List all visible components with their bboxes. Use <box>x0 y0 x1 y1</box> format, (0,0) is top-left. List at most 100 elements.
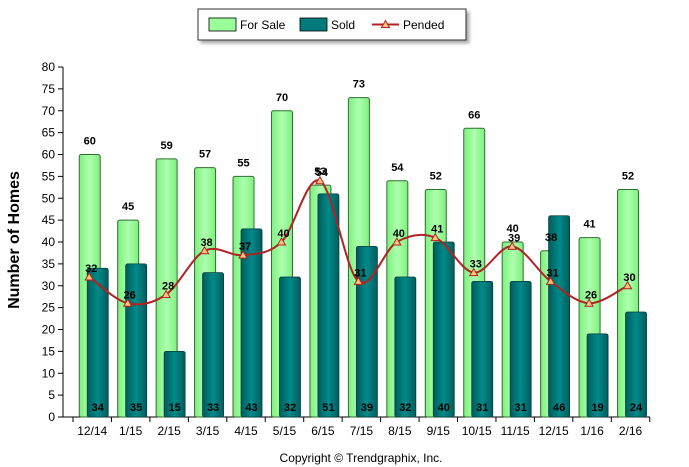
pended-marker <box>353 276 364 285</box>
pended-value-label: 26 <box>124 289 136 301</box>
sold-value-label: 32 <box>284 402 296 414</box>
pended-value-label: 31 <box>354 267 366 279</box>
sold-bar <box>163 350 186 418</box>
x-tick-label: 1/15 <box>119 424 143 438</box>
sold-value-label: 34 <box>92 402 105 414</box>
x-tick-label: 3/15 <box>196 424 220 438</box>
pended-marker <box>545 276 556 285</box>
x-tick-label: 1/16 <box>580 424 604 438</box>
pended-value-label: 26 <box>585 289 597 301</box>
x-tick-label: 10/15 <box>462 424 492 438</box>
sold-value-label: 39 <box>361 402 373 414</box>
pended-marker <box>507 241 518 250</box>
y-tick-label: 70 <box>42 104 56 118</box>
legend-label-for-sale: For Sale <box>240 18 286 32</box>
sold-bar <box>586 333 609 418</box>
sold-value-label: 51 <box>322 402 334 414</box>
pended-value-label: 31 <box>547 267 559 279</box>
legend-marker-pended <box>380 19 391 28</box>
copyright-text: Copyright © Trendgraphix, Inc. <box>280 451 443 465</box>
for-sale-value-label: 52 <box>622 171 634 183</box>
y-tick-label: 45 <box>42 213 56 227</box>
pended-marker <box>391 236 402 246</box>
pended-value-label: 28 <box>162 281 174 293</box>
pended-value-label: 37 <box>239 241 251 253</box>
sold-bar <box>125 263 148 418</box>
pended-value-label: 32 <box>85 263 97 275</box>
sold-bar <box>548 215 571 418</box>
pended-value-label: 33 <box>470 259 482 271</box>
y-tick-label: 80 <box>42 60 56 74</box>
y-axis-label: Number of Homes <box>6 171 23 309</box>
sold-bars <box>86 193 647 418</box>
sold-bar <box>240 228 263 418</box>
pended-value-label: 41 <box>431 224 443 236</box>
pended-marker <box>430 232 441 242</box>
for-sale-value-label: 70 <box>276 92 288 104</box>
x-tick-label: 7/15 <box>350 424 374 438</box>
for-sale-value-label: 57 <box>199 149 211 161</box>
x-tick-label: 9/15 <box>427 424 451 438</box>
sold-value-label: 19 <box>591 402 603 414</box>
sold-value-label: 33 <box>207 402 219 414</box>
y-tick-label: 65 <box>42 126 56 140</box>
x-tick-label: 12/14 <box>77 424 107 438</box>
pended-marker <box>622 280 633 290</box>
y-tick-label: 40 <box>42 235 56 249</box>
for-sale-value-label: 54 <box>391 162 404 174</box>
pended-marker <box>238 250 248 259</box>
y-tick-label: 10 <box>42 366 56 380</box>
sold-value-label: 46 <box>553 402 565 414</box>
y-tick-label: 75 <box>42 82 56 96</box>
sold-value-label: 32 <box>399 402 411 414</box>
sold-bar <box>625 311 647 418</box>
sold-value-label: 31 <box>515 402 527 414</box>
legend-label-pended: Pended <box>403 18 444 32</box>
for-sale-value-label: 41 <box>583 219 595 231</box>
y-tick-label: 55 <box>42 169 56 183</box>
x-tick-label: 5/15 <box>273 424 297 438</box>
x-tick-label: 4/15 <box>234 424 258 438</box>
y-tick-label: 20 <box>42 323 56 337</box>
for-sale-value-label: 73 <box>353 79 365 91</box>
pended-marker <box>276 236 287 246</box>
y-tick-label: 0 <box>48 410 55 424</box>
y-tick-label: 30 <box>42 279 56 293</box>
sold-value-label: 24 <box>630 402 643 414</box>
x-tick-label: 8/15 <box>388 424 412 438</box>
y-tick-label: 5 <box>48 388 55 402</box>
y-tick-label: 35 <box>42 257 56 271</box>
for-sale-value-label: 52 <box>430 171 442 183</box>
y-tick-label: 15 <box>42 344 56 358</box>
axes: 0 5 10 15 20 25 30 35 40 45 50 55 60 65 70 75 80 12/14 1/1… <box>42 60 651 438</box>
pended-marker <box>161 289 171 298</box>
pended-value-label: 39 <box>508 232 520 244</box>
pended-value-label: 40 <box>393 228 405 240</box>
pended-value-label: 30 <box>623 272 635 284</box>
for-sale-value-label: 60 <box>84 136 96 148</box>
for-sale-value-label: 40 <box>507 223 519 235</box>
y-tick-label: 50 <box>42 191 56 205</box>
sold-bar <box>317 193 340 418</box>
sold-bar <box>202 272 224 418</box>
sold-bar <box>86 267 109 418</box>
sold-bar <box>471 280 494 418</box>
pended-marker <box>199 245 210 255</box>
x-tick-label: 2/15 <box>157 424 181 438</box>
pended-value-label: 54 <box>316 167 329 179</box>
pended-marker <box>468 267 479 277</box>
pended-line <box>88 179 628 306</box>
pended-value-label: 38 <box>200 237 212 249</box>
legend: For Sale Sold Pended <box>197 8 467 41</box>
x-tick-label: 12/15 <box>539 424 569 438</box>
sold-value-label: 15 <box>169 402 181 414</box>
data-labels: 6032344526355928155738335537437040325354… <box>84 79 643 414</box>
legend-box <box>197 8 467 41</box>
pended-line-group <box>84 175 633 307</box>
sold-bar <box>509 280 532 418</box>
legend-swatch-sold <box>299 17 328 32</box>
pended-value-label: 40 <box>277 228 289 240</box>
pended-marker <box>315 175 325 185</box>
